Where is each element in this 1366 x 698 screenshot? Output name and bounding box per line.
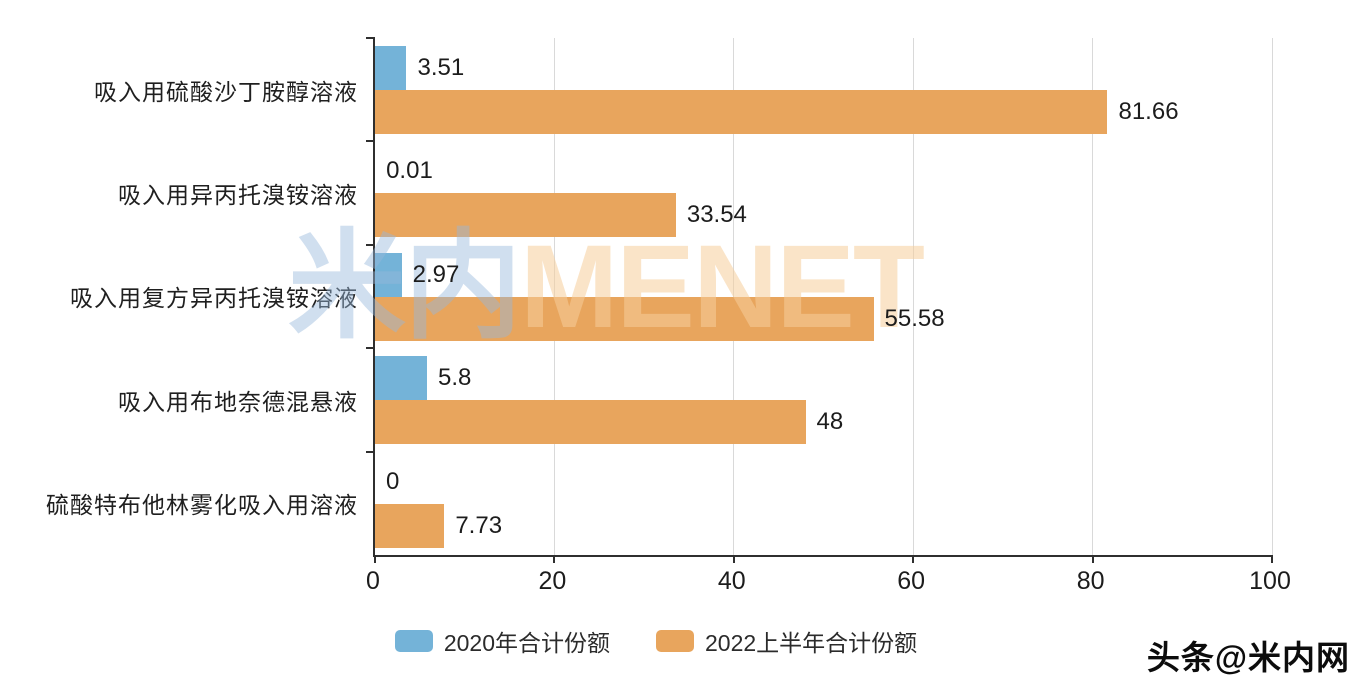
legend-label: 2020年合计份额 <box>443 630 610 656</box>
x-axis-tick <box>553 555 556 563</box>
legend-item: 2020年合计份额 <box>394 624 610 658</box>
bar-2022 <box>375 400 806 445</box>
x-axis-tick-label: 20 <box>538 567 567 595</box>
x-axis-tick-label: 60 <box>897 567 926 595</box>
plot-area: 3.51 0.01 2.97 5.8 0 81.66 33.54 55.58 48 7.73 <box>366 37 1273 563</box>
bar-value-label: 55.58 <box>884 304 945 332</box>
category-label: 吸入用硫酸沙丁胺醇溶液 <box>94 78 358 105</box>
legend-label: 2022上半年合计份额 <box>705 630 918 656</box>
y-axis-tick <box>366 347 375 350</box>
gridline <box>1271 38 1273 555</box>
bar-value-label: 81.66 <box>1118 98 1179 125</box>
category-label: 吸入用异丙托溴铵溶液 <box>118 182 358 209</box>
x-axis-tick <box>912 555 915 563</box>
bar-2020 <box>375 46 407 90</box>
category-axis: 吸入用硫酸沙丁胺醇溶液吸入用异丙托溴铵溶液吸入用复方异丙托溴铵溶液吸入用布地奈德… <box>0 38 360 555</box>
x-axis-tick-label: 40 <box>717 567 746 595</box>
legend-swatch <box>656 630 694 652</box>
gridline <box>553 38 555 555</box>
legend-item: 2022上半年合计份额 <box>656 624 917 658</box>
x-axis-tick-label: 100 <box>1249 567 1291 595</box>
gridline <box>912 38 914 555</box>
category-label: 吸入用布地奈德混悬液 <box>118 388 358 415</box>
x-axis-tick-label: 80 <box>1076 567 1105 595</box>
x-axis-tick <box>1091 555 1094 563</box>
y-axis-tick <box>366 450 375 453</box>
gridline <box>1092 38 1094 555</box>
bar-value-label: 5.8 <box>438 364 472 392</box>
toutiao-watermark: 头条@米内网 <box>1146 639 1350 676</box>
bar-2020 <box>375 252 402 297</box>
x-axis-tick-label: 0 <box>366 567 380 595</box>
bar-value-label: 0.01 <box>386 157 433 185</box>
category-label: 硫酸特布他林雾化吸入用溶液 <box>46 492 358 519</box>
bar-2020 <box>375 356 428 401</box>
x-axis-tick <box>732 555 735 563</box>
legend-swatch <box>394 630 433 652</box>
category-label: 吸入用复方异丙托溴铵溶液 <box>70 285 358 312</box>
bar-2022 <box>375 193 676 238</box>
x-axis-tick <box>1271 555 1273 563</box>
legend: 2020年合计份额 2022上半年合计份额 <box>0 624 1366 658</box>
y-axis-tick <box>366 37 375 39</box>
bar-2022 <box>375 90 1108 134</box>
bar-value-label: 7.73 <box>455 511 503 539</box>
bar-value-label: 33.54 <box>686 201 747 229</box>
gridline <box>733 38 735 555</box>
y-axis-tick <box>366 140 375 143</box>
x-axis-tick <box>374 555 376 563</box>
bar-2022 <box>375 296 874 341</box>
bar-2022 <box>375 503 445 548</box>
bar-value-label: 3.51 <box>417 54 465 81</box>
bar-value-label: 2.97 <box>412 260 460 288</box>
bar-value-label: 48 <box>816 408 844 436</box>
y-axis-tick <box>366 243 375 246</box>
bar-value-label: 0 <box>386 467 400 495</box>
